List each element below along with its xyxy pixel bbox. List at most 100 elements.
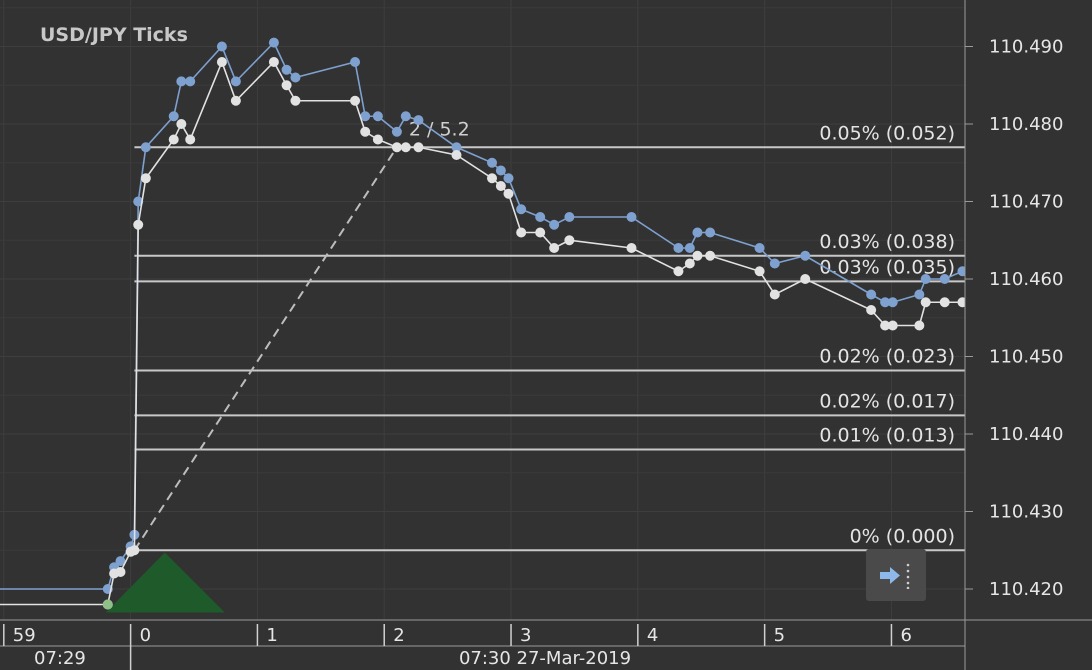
series-point	[887, 320, 898, 331]
series-point	[230, 95, 241, 106]
measure-tool[interactable]: 2 / 5.2	[133, 118, 470, 551]
fib-level-label: 0.01% (0.013)	[819, 425, 955, 447]
series-point	[769, 289, 780, 300]
series-point	[705, 227, 716, 238]
buy-arrow	[105, 552, 225, 613]
series-point	[516, 227, 527, 238]
fib-level-label: 0% (0.000)	[850, 525, 955, 547]
fibonacci-levels[interactable]: 0.05% (0.052) 0.03% (0.038) 0.03% (0.035) 0…	[134, 122, 965, 552]
series-point	[920, 274, 931, 284]
time-tick-label: 2	[393, 625, 404, 646]
series-point	[914, 289, 925, 300]
series-point	[185, 76, 196, 87]
series-point	[290, 72, 301, 83]
series-point	[939, 274, 950, 284]
series-point	[866, 305, 877, 315]
series-point	[372, 111, 383, 122]
series-point	[360, 111, 371, 122]
price-tick-label: 110.460	[989, 269, 1063, 290]
series-point	[887, 297, 898, 308]
series-point	[564, 212, 575, 222]
scroll-to-latest-icon	[880, 563, 910, 589]
series-point	[673, 266, 684, 277]
price-tick-label: 110.430	[989, 502, 1063, 523]
measure-line	[133, 146, 398, 551]
price-series	[0, 37, 993, 610]
series-point	[549, 243, 560, 253]
series-point	[673, 243, 684, 253]
series-point	[684, 243, 695, 253]
series-point	[372, 134, 383, 145]
series-point	[400, 142, 411, 153]
price-tick-label: 110.450	[989, 347, 1063, 368]
series-point	[692, 250, 703, 261]
price-tick-label: 110.470	[989, 192, 1063, 213]
grid	[0, 0, 965, 620]
series-point	[216, 41, 227, 52]
series-point	[216, 57, 227, 67]
fib-level-label: 0.03% (0.038)	[819, 231, 955, 253]
series-point	[281, 80, 292, 91]
series-point	[413, 142, 424, 153]
series-point	[914, 320, 925, 331]
price-tick-label: 110.440	[989, 424, 1063, 445]
series-point	[391, 126, 402, 137]
price-tick-label: 110.420	[989, 579, 1063, 600]
series-point	[769, 258, 780, 269]
series-point	[185, 134, 196, 145]
time-tick-label: 1	[266, 625, 277, 646]
buy-point	[102, 599, 113, 610]
price-axis[interactable]: 110.420 110.430 110.440 110.450 110.460 110.4…	[964, 0, 1092, 620]
series-point	[564, 235, 575, 246]
series-point	[495, 181, 506, 191]
series-point	[503, 173, 514, 184]
time-label-0729: 07:29	[34, 648, 86, 669]
time-tick-label: 59	[13, 625, 36, 646]
time-tick-label: 4	[647, 625, 658, 646]
chart-title: USD/JPY Ticks	[40, 24, 188, 46]
buy-marker	[105, 552, 225, 613]
series-point	[626, 243, 637, 253]
series-point	[495, 165, 506, 176]
time-axis[interactable]: 59 0 1 2 3 4 5 6 07:29 07:30 27-Mar-2019	[0, 619, 1092, 670]
series-point	[800, 250, 811, 261]
series-point	[230, 76, 241, 87]
series-point	[140, 173, 151, 184]
series-point	[451, 150, 462, 160]
series-point	[268, 37, 279, 48]
series-point	[176, 119, 187, 129]
series-point	[115, 566, 126, 577]
series-point	[549, 219, 560, 230]
series-point	[705, 250, 716, 261]
series-point	[391, 142, 402, 153]
time-axis-bg	[0, 620, 1092, 670]
time-label-date: 07:30 27-Mar-2019	[459, 648, 631, 669]
series-point	[350, 95, 361, 106]
series-point	[168, 111, 179, 122]
fib-level-label: 0.05% (0.052)	[819, 122, 955, 144]
series-point	[800, 274, 811, 284]
series-point	[133, 196, 144, 207]
series-point	[626, 212, 637, 222]
series-point	[413, 115, 424, 126]
series-point	[350, 57, 361, 67]
series-point	[939, 297, 950, 308]
time-tick-label: 6	[900, 625, 911, 646]
series-point	[133, 219, 144, 230]
series-point	[503, 188, 514, 199]
series-point	[129, 545, 140, 556]
series-point	[754, 266, 765, 277]
fib-level-label: 0.02% (0.017)	[819, 390, 955, 412]
time-tick-label: 3	[520, 625, 531, 646]
scroll-to-latest-button[interactable]	[866, 549, 926, 601]
series-point	[516, 204, 527, 215]
series-point	[115, 556, 126, 567]
series-point	[535, 212, 546, 222]
series-point	[866, 289, 877, 300]
time-tick-label: 0	[140, 625, 151, 646]
series-point	[290, 95, 301, 106]
fib-level-label: 0.03% (0.035)	[819, 256, 955, 278]
series-point	[684, 258, 695, 269]
series-point	[168, 134, 179, 145]
